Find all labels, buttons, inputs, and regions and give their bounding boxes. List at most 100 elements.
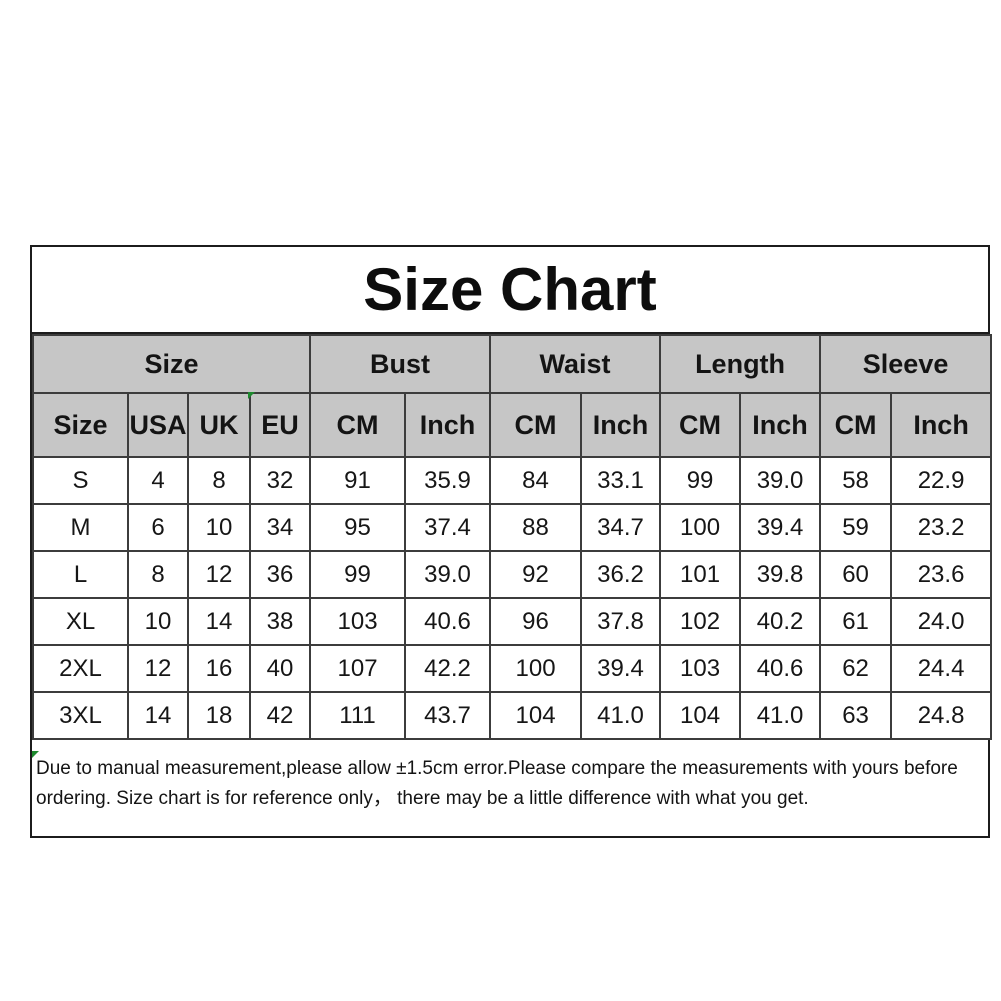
col-header-eu-3: EU [248, 392, 312, 458]
column-header-row: Size USA UK EU CM Inch CM Inch CM Inch CM Inch [32, 392, 993, 458]
table-cell: 33.1 [580, 456, 662, 505]
table-cell: 42 [248, 691, 312, 740]
table-cell: 41.0 [580, 691, 662, 740]
table-cell: 10 [127, 597, 189, 646]
table-cell: 37.4 [404, 503, 492, 552]
table-cell: 34 [248, 503, 312, 552]
table-cell: 84 [489, 456, 583, 505]
size-label-cell: 2XL [32, 644, 129, 693]
footer-note: Due to manual measurement,please allow ±… [32, 740, 988, 836]
table-cell: 88 [489, 503, 583, 552]
size-label-cell: XL [32, 597, 129, 646]
size-table-body: S 4 8 32 91 35.9 84 33.1 99 39.0 58 22.9 M 6 10 34 95 37.… [32, 456, 993, 740]
table-row-l: L 8 12 36 99 39.0 92 36.2 101 39.8 60 23.6 [32, 550, 993, 599]
table-cell: 42.2 [404, 644, 492, 693]
table-cell: 24.4 [890, 644, 993, 693]
table-cell: 8 [127, 550, 189, 599]
table-cell: 24.0 [890, 597, 993, 646]
title-band: Size Chart [32, 247, 988, 334]
table-cell: 104 [489, 691, 583, 740]
table-cell: 39.0 [739, 456, 822, 505]
table-row-xl: XL 10 14 38 103 40.6 96 37.8 102 40.2 61 24.0 [32, 597, 993, 646]
table-cell: 18 [187, 691, 251, 740]
table-cell: 12 [187, 550, 251, 599]
table-cell: 16 [187, 644, 251, 693]
group-header-row: Size Bust Waist Length Sleeve [31, 334, 993, 394]
table-cell: 22.9 [890, 456, 993, 505]
table-cell: 104 [659, 691, 742, 740]
footer-note-line1: Due to manual measurement,please allow ±… [36, 758, 958, 779]
col-header-cm-10: CM [819, 392, 893, 458]
col-header-inch-5: Inch [404, 392, 492, 458]
table-cell: 92 [489, 550, 583, 599]
table-cell: 107 [309, 644, 407, 693]
size-label-cell: M [32, 503, 129, 552]
table-cell: 40.6 [404, 597, 492, 646]
table-cell: 60 [819, 550, 893, 599]
col-header-cm-8: CM [659, 392, 742, 458]
table-cell: 39.4 [580, 644, 662, 693]
group-header-size: Size [31, 334, 312, 394]
table-cell: 32 [248, 456, 312, 505]
table-row-3xl: 3XL 14 18 42 111 43.7 104 41.0 104 41.0 63 24.8 [32, 691, 993, 740]
table-cell: 95 [309, 503, 407, 552]
footer-note-line2: ordering. Size chart is for reference on… [36, 788, 809, 809]
size-chart-sheet: Size Chart Size Bust Waist Length Sleeve Siz… [30, 245, 993, 838]
table-cell: 91 [309, 456, 407, 505]
table-cell: 41.0 [739, 691, 822, 740]
table-row-m: M 6 10 34 95 37.4 88 34.7 100 39.4 59 23.2 [32, 503, 993, 552]
table-cell: 102 [659, 597, 742, 646]
table-cell: 24.8 [890, 691, 993, 740]
col-header-inch-11: Inch [890, 392, 993, 458]
table-cell: 111 [309, 691, 407, 740]
table-cell: 40.2 [739, 597, 822, 646]
table-cell: 6 [127, 503, 189, 552]
table-cell: 100 [489, 644, 583, 693]
table-cell: 8 [187, 456, 251, 505]
col-header-inch-9: Inch [739, 392, 822, 458]
col-header-cm-6: CM [489, 392, 583, 458]
green-artifact-tick-eu [248, 392, 255, 399]
table-cell: 103 [659, 644, 742, 693]
table-cell: 10 [187, 503, 251, 552]
table-cell: 58 [819, 456, 893, 505]
table-cell: 96 [489, 597, 583, 646]
table-cell: 39.8 [739, 550, 822, 599]
table-cell: 39.0 [404, 550, 492, 599]
table-cell: 101 [659, 550, 742, 599]
table-cell: 63 [819, 691, 893, 740]
table-cell: 100 [659, 503, 742, 552]
table-cell: 23.6 [890, 550, 993, 599]
table-cell: 36 [248, 550, 312, 599]
table-cell: 62 [819, 644, 893, 693]
table-cell: 14 [127, 691, 189, 740]
group-header-waist: Waist [489, 334, 662, 394]
table-cell: 23.2 [890, 503, 993, 552]
col-header-cm-4: CM [309, 392, 407, 458]
col-header-inch-7: Inch [580, 392, 662, 458]
table-cell: 39.4 [739, 503, 822, 552]
group-header-sleeve: Sleeve [819, 334, 993, 394]
table-cell: 59 [819, 503, 893, 552]
size-label-cell: 3XL [32, 691, 129, 740]
col-header-size-0: Size [32, 392, 129, 458]
table-cell: 103 [309, 597, 407, 646]
size-label-cell: L [32, 550, 129, 599]
table-cell: 99 [309, 550, 407, 599]
table-cell: 40 [248, 644, 312, 693]
table-row-2xl: 2XL 12 16 40 107 42.2 100 39.4 103 40.6 62 24.4 [32, 644, 993, 693]
table-cell: 35.9 [404, 456, 492, 505]
table-cell: 43.7 [404, 691, 492, 740]
table-cell: 34.7 [580, 503, 662, 552]
table-cell: 36.2 [580, 550, 662, 599]
col-header-uk-2: UK [187, 392, 251, 458]
group-header-length: Length [659, 334, 822, 394]
group-header-bust: Bust [309, 334, 492, 394]
table-cell: 12 [127, 644, 189, 693]
table-cell: 37.8 [580, 597, 662, 646]
page-title: Size Chart [363, 256, 657, 323]
table-cell: 99 [659, 456, 742, 505]
table-cell: 40.6 [739, 644, 822, 693]
table-cell: 14 [187, 597, 251, 646]
